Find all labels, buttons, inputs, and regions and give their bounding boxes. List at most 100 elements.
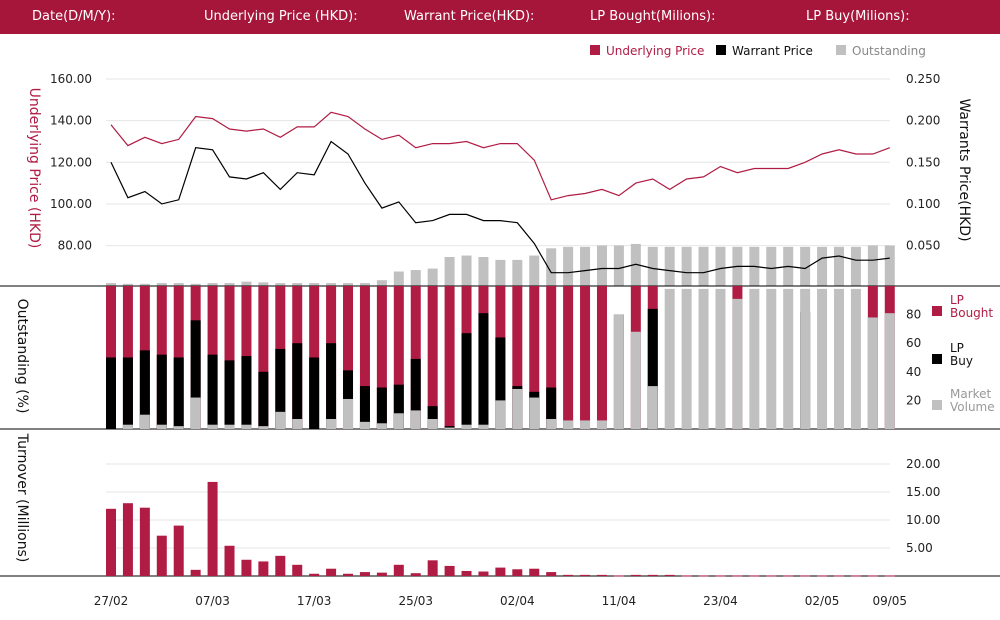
lp-buy-bar: [647, 308, 658, 429]
market-volume-bar: [241, 424, 252, 429]
outstanding-bar: [427, 268, 438, 286]
x-tick-label: 07/03: [195, 594, 230, 608]
market-volume-bar: [224, 424, 235, 429]
lp-buy-bar: [376, 387, 387, 429]
lp-buy-bar: [410, 358, 421, 429]
turnover-bar: [681, 575, 692, 577]
turnover-bar: [478, 571, 489, 576]
x-tick-label: 02/05: [805, 594, 840, 608]
market-volume-bar: [546, 418, 557, 429]
turnover-bar: [546, 572, 557, 576]
ratio-tick-label: 80: [906, 308, 921, 322]
lp-buy-bar: [258, 371, 269, 429]
market-volume-bar: [681, 288, 692, 429]
warrant-price-line: [110, 140, 890, 274]
legend-label: Market: [950, 387, 992, 401]
market-volume-bar: [343, 398, 354, 429]
lp-bought-bar: [359, 286, 370, 429]
legend-label: Underlying Price: [606, 44, 704, 58]
header-warrant-label: Warrant Price(HKD):: [404, 9, 535, 24]
turnover-bar: [156, 535, 167, 576]
outstanding-bar: [563, 246, 574, 286]
market-volume-bar: [461, 424, 472, 429]
market-volume-bar: [613, 314, 624, 429]
outstanding-bar: [410, 270, 421, 286]
right-tick-label: 0.100: [906, 197, 940, 211]
outstanding-bar: [173, 283, 184, 286]
outstanding-bar: [664, 246, 675, 286]
header-bar: Date(D/M/Y): Underlying Price (HKD): War…: [0, 0, 1000, 34]
outstanding-bar: [833, 246, 844, 286]
header-date-label: Date(D/M/Y):: [32, 9, 116, 24]
lp-buy-bar: [173, 357, 184, 429]
turnover-tick-label: 15.00: [906, 485, 940, 499]
turnover-bar: [461, 570, 472, 576]
lp-buy-bar: [393, 384, 404, 429]
x-tick-label: 27/02: [94, 594, 129, 608]
outstanding-bar: [715, 246, 726, 286]
market-volume-bar: [817, 288, 828, 429]
lp-bought-bar: [393, 286, 404, 429]
lp-buy-bar: [156, 354, 167, 429]
turnover-bar: [512, 569, 523, 576]
market-volume-bar: [326, 418, 337, 429]
turnover-bar: [715, 575, 726, 577]
outstanding-axis-title: Outstanding (%): [14, 299, 30, 414]
header-lp-bought-label: LP Bought(Milions):: [590, 9, 716, 24]
lp-bought-bar: [444, 286, 455, 429]
legend-swatch: [716, 45, 726, 55]
lp-bought-bar: [546, 286, 557, 429]
turnover-bar: [326, 568, 337, 576]
outstanding-bar: [122, 283, 133, 286]
legend-swatch: [836, 45, 846, 55]
outstanding-bar: [867, 245, 878, 286]
outstanding-bar: [766, 246, 777, 286]
turnover-bar: [647, 574, 658, 576]
outstanding-bar: [817, 246, 828, 286]
outstanding-bar: [613, 245, 624, 286]
market-volume-bar: [173, 426, 184, 429]
legend-label: Bought: [950, 306, 993, 320]
turnover-bar: [495, 567, 506, 576]
outstanding-bar: [139, 283, 150, 286]
x-tick-label: 23/04: [703, 594, 738, 608]
market-volume-bar: [529, 397, 540, 429]
lp-bought-bar: [563, 286, 574, 429]
outstanding-bar: [495, 259, 506, 286]
right-tick-label: 0.200: [906, 114, 940, 128]
turnover-bar: [410, 573, 421, 576]
outstanding-bar: [156, 283, 167, 286]
outstanding-bar: [359, 283, 370, 286]
market-volume-bar: [427, 418, 438, 429]
left-tick-label: 80.00: [58, 239, 92, 253]
outstanding-bar: [461, 255, 472, 286]
lp-bought-bar: [529, 286, 540, 429]
lp-buy-bar: [207, 354, 218, 429]
turnover-bar: [783, 575, 794, 577]
turnover-bar: [563, 574, 574, 576]
turnover-bar: [173, 525, 184, 576]
lp-bought-bar: [224, 286, 235, 429]
outstanding-bar: [326, 283, 337, 286]
turnover-tick-label: 10.00: [906, 513, 940, 527]
turnover-bar: [884, 575, 895, 577]
outstanding-bar: [580, 246, 591, 286]
market-volume-bar: [596, 420, 607, 429]
market-volume-bar: [495, 400, 506, 429]
lp-bought-bar: [512, 286, 523, 429]
turnover-bar: [106, 508, 116, 576]
turnover-bar: [800, 575, 811, 577]
legend-swatch: [590, 45, 600, 55]
turnover-axis-title: Turnover (Millions): [14, 433, 30, 563]
legend-label: Volume: [950, 400, 995, 414]
market-volume-bar: [410, 410, 421, 429]
outstanding-bar: [207, 283, 218, 286]
outstanding-bar: [546, 248, 557, 286]
lp-bought-bar: [596, 286, 607, 429]
outstanding-bar: [647, 246, 658, 286]
legend-label: Buy: [950, 354, 973, 368]
outstanding-bar: [444, 257, 455, 286]
market-volume-bar: [393, 413, 404, 429]
legend-swatch: [932, 354, 942, 364]
outstanding-bar: [224, 283, 235, 286]
